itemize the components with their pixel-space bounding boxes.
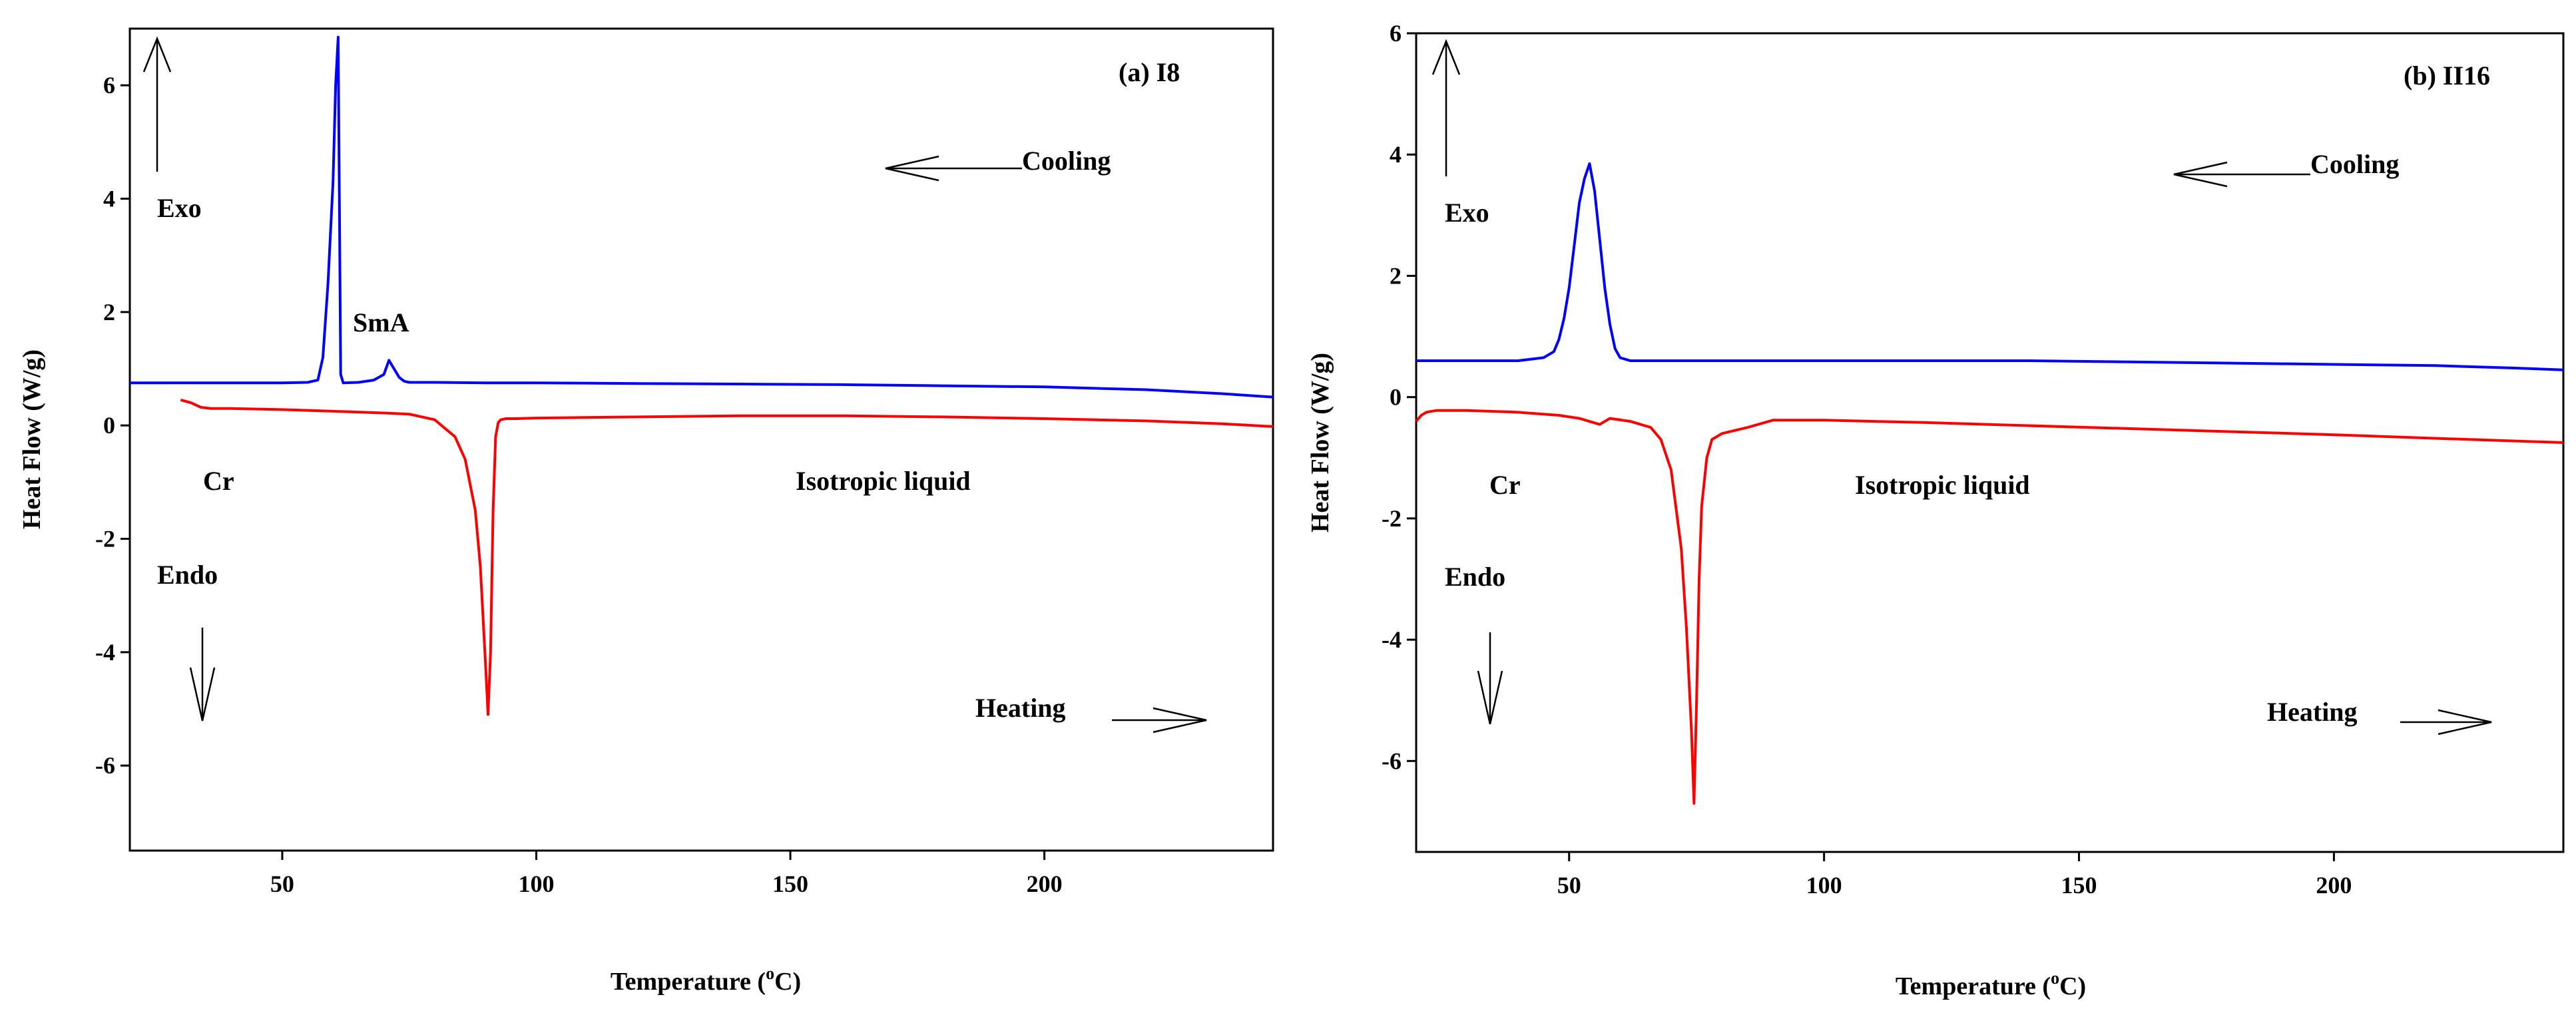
y-tick-label: 2 bbox=[103, 299, 115, 325]
x-tick-label: 150 bbox=[2061, 872, 2097, 899]
x-tick-label: 100 bbox=[1806, 872, 1842, 899]
isotropic-liquid-label: Isotropic liquid bbox=[796, 466, 971, 496]
x-tick-label: 150 bbox=[772, 871, 808, 897]
heating-right-arrow-icon bbox=[1112, 707, 1207, 733]
y-tick-label: -6 bbox=[95, 752, 115, 779]
y-axis-title: Heat Flow (W/g) bbox=[1306, 353, 1334, 532]
y-tick-label: -4 bbox=[1382, 626, 1402, 653]
x-tick-label: 50 bbox=[270, 871, 294, 897]
y-tick-label: -4 bbox=[95, 639, 115, 666]
endo-label: Endo bbox=[157, 560, 218, 590]
endo-down-arrow-icon bbox=[1477, 632, 1503, 725]
y-axis-ticks: -6 -4 -2 0 2 4 6 bbox=[1382, 20, 1416, 774]
x-tick-label: 200 bbox=[1027, 871, 1063, 897]
cooling-left-arrow-icon bbox=[2173, 161, 2310, 188]
heating-label: Heating bbox=[975, 693, 1066, 723]
y-tick-label: 2 bbox=[1390, 262, 1402, 289]
smA-label: SmA bbox=[353, 307, 409, 337]
y-tick-label: -2 bbox=[95, 526, 115, 552]
y-tick-label: 4 bbox=[103, 186, 115, 212]
heating-label: Heating bbox=[2267, 697, 2358, 727]
exo-label: Exo bbox=[1445, 198, 1489, 228]
y-tick-label: 6 bbox=[1390, 20, 1402, 47]
panel-label: (b) II16 bbox=[2404, 61, 2490, 91]
y-tick-label: 0 bbox=[1390, 384, 1402, 411]
series-line-cooling bbox=[130, 35, 1274, 399]
x-axis-ticks: 50 100 150 200 bbox=[270, 851, 1063, 897]
plot-area-frame bbox=[129, 27, 1274, 852]
x-axis-ticks: 50 100 150 200 bbox=[1557, 852, 2352, 899]
endo-down-arrow-icon bbox=[189, 628, 216, 721]
crystal-label: Cr bbox=[203, 466, 234, 496]
cooling-label: Cooling bbox=[2310, 149, 2399, 179]
y-tick-label: 6 bbox=[103, 72, 115, 99]
isotropic-liquid-label: Isotropic liquid bbox=[1855, 470, 2030, 500]
series-line-heating bbox=[180, 398, 1274, 716]
exo-label: Exo bbox=[157, 193, 202, 223]
series-line-heating bbox=[1415, 409, 2564, 805]
exo-up-arrow-icon bbox=[142, 36, 172, 172]
cooling-left-arrow-icon bbox=[885, 155, 1022, 182]
y-tick-label: -6 bbox=[1382, 747, 1402, 774]
y-axis-title: Heat Flow (W/g) bbox=[18, 349, 46, 529]
cooling-label: Cooling bbox=[1022, 146, 1111, 176]
y-tick-label: 0 bbox=[103, 412, 115, 439]
series-layer bbox=[130, 35, 1274, 716]
endo-label: Endo bbox=[1445, 562, 1505, 592]
x-tick-label: 50 bbox=[1557, 872, 1581, 899]
exo-up-arrow-icon bbox=[1431, 39, 1461, 176]
panel-label: (a) I8 bbox=[1119, 57, 1180, 87]
crystal-label: Cr bbox=[1489, 470, 1521, 500]
y-tick-label: -2 bbox=[1382, 505, 1402, 532]
x-axis-title: Temperature (oC) bbox=[1896, 968, 2086, 1000]
panel-a: -6 -4 -2 0 2 4 6 50 100 150 200 (a) I8 Heat Flow … bbox=[18, 27, 1274, 996]
panel-b: -6 -4 -2 0 2 4 6 50 100 150 200 (b) II16 Heat Flo… bbox=[1306, 20, 2565, 1000]
heating-right-arrow-icon bbox=[2400, 709, 2492, 735]
series-layer bbox=[1415, 162, 2564, 805]
x-tick-label: 200 bbox=[2316, 872, 2352, 899]
y-tick-label: 4 bbox=[1390, 141, 1402, 168]
x-tick-label: 100 bbox=[518, 871, 554, 897]
series-line-cooling bbox=[1416, 162, 2564, 371]
y-axis-ticks: -6 -4 -2 0 2 4 6 bbox=[95, 72, 130, 779]
x-axis-title: Temperature (oC) bbox=[611, 964, 801, 996]
